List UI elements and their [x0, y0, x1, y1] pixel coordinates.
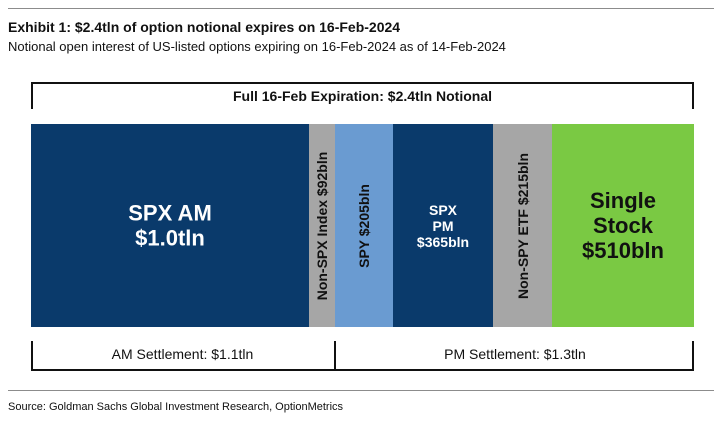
- settlement-divider: [334, 341, 336, 371]
- segment-label-line: SPX AM: [128, 200, 212, 226]
- pm-settlement-label: PM Settlement: $1.3tln: [444, 346, 586, 362]
- segment-label: Non-SPX Index $92bln: [314, 151, 330, 300]
- chart-title: Exhibit 1: $2.4tln of option notional ex…: [8, 19, 401, 35]
- settlement-bracket: [31, 341, 694, 371]
- segment-label: Single Stock $510bln: [552, 188, 694, 264]
- segment-label-line: $1.0tln: [135, 225, 205, 251]
- segment-label: SPX PM $365bln: [393, 201, 493, 249]
- segment-label: SPY $205bln: [356, 183, 372, 268]
- top-rule: [8, 8, 714, 9]
- segment-label-line: $510bln: [582, 238, 664, 264]
- segment-label-line: Single: [589, 187, 656, 213]
- segment-label-line: SPX: [428, 201, 457, 218]
- segment-label-line: Stock: [593, 212, 653, 238]
- segment-spx-pm: SPX PM $365bln: [393, 124, 493, 327]
- chart-subtitle: Notional open interest of US-listed opti…: [8, 39, 506, 54]
- segment-label: Non-SPY ETF $215bln: [514, 152, 531, 299]
- segment-label-line: PM: [432, 217, 454, 234]
- segment-single-stock: Single Stock $510bln: [552, 124, 694, 327]
- total-bracket: [31, 82, 694, 109]
- segment-spx-am: SPX AM $1.0tln: [31, 124, 309, 327]
- source-note: Source: Goldman Sachs Global Investment …: [8, 401, 344, 413]
- segment-spy: SPY $205bln: [335, 124, 393, 327]
- segment-non-spy-etf: Non-SPY ETF $215bln: [493, 124, 552, 327]
- segment-non-spx-index: Non-SPX Index $92bln: [309, 124, 335, 327]
- segment-label: SPX AM $1.0tln: [31, 200, 309, 251]
- bottom-rule: [8, 390, 714, 391]
- am-settlement-label: AM Settlement: $1.1tln: [111, 346, 254, 362]
- segment-label-line: $365bln: [416, 233, 470, 250]
- total-label: Full 16-Feb Expiration: $2.4tln Notional: [232, 88, 493, 104]
